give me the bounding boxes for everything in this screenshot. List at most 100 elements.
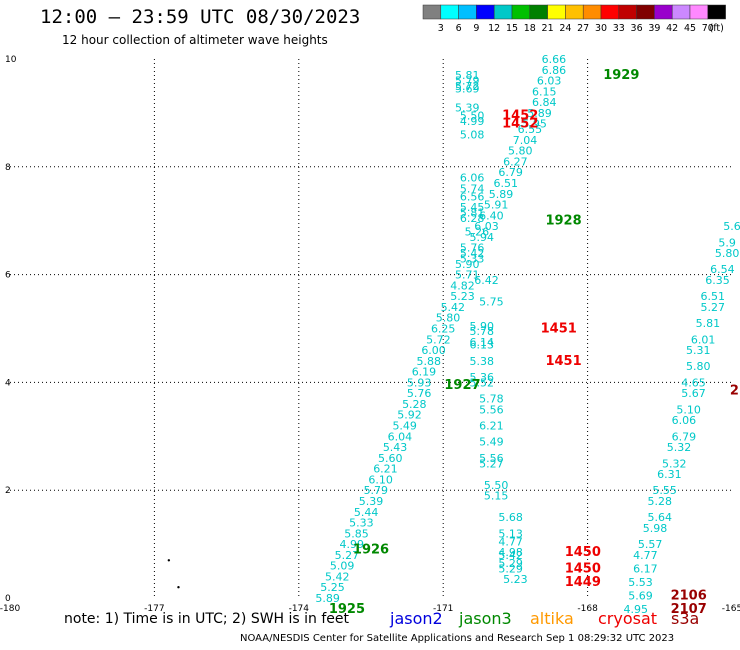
- data-point-label: 5.80: [686, 360, 711, 373]
- data-point-label: 6.54: [710, 263, 735, 276]
- data-point-label: 6.21: [479, 420, 504, 433]
- data-point-label: 5.79: [455, 75, 480, 88]
- data-point-label: 6.28: [460, 212, 485, 225]
- data-point-label: 5.28: [648, 495, 673, 508]
- data-point-label: 5.72: [455, 80, 480, 93]
- time-annotation: 2107: [671, 602, 707, 617]
- data-point-label: 5.31: [686, 344, 711, 357]
- x-tick-label: -174: [289, 604, 310, 614]
- x-tick-label: -180: [0, 604, 20, 614]
- time-annotation: 2: [730, 383, 739, 398]
- data-point-label: 5.26: [465, 225, 490, 238]
- color-scale-label: 36: [631, 23, 643, 34]
- data-point-label: 5.76: [460, 242, 485, 255]
- data-point-label: 5.50: [484, 479, 509, 492]
- color-swatch: [547, 4, 566, 20]
- data-point-label: 5.64: [648, 511, 673, 524]
- data-point-label: 5.78: [469, 325, 494, 338]
- data-point-label: 5.94: [469, 231, 494, 244]
- data-point-label: 4.98: [498, 546, 523, 559]
- data-point-label: 5.42: [325, 570, 350, 583]
- data-point-label: 6.25: [431, 323, 456, 336]
- time-annotation: 1925: [329, 602, 365, 617]
- time-annotation: 1928: [545, 214, 581, 229]
- y-tick-label: 2: [5, 486, 11, 496]
- y-tick-label: 8: [5, 163, 11, 173]
- data-point-label: 6.10: [368, 473, 393, 486]
- data-point-label: 6.13: [469, 339, 494, 352]
- data-point-label: 6.04: [388, 430, 413, 443]
- data-point-label: 4.99: [460, 115, 485, 128]
- point-marker: [167, 559, 171, 562]
- data-point-label: 5.57: [638, 538, 663, 551]
- data-point-label: 5.23: [503, 573, 528, 586]
- data-point-label: 5.13: [498, 527, 523, 540]
- time-annotation: 2106: [671, 588, 707, 603]
- time-annotation: 1926: [353, 542, 389, 557]
- data-point-label: 5.32: [662, 457, 687, 470]
- color-scale-label: 9: [473, 23, 479, 34]
- data-point-label: 5.85: [344, 527, 369, 540]
- data-point-label: 5.08: [460, 128, 485, 141]
- data-point-label: 5.55: [652, 484, 677, 497]
- color-scale-label: 15: [506, 23, 518, 34]
- data-point-label: 5.56: [479, 403, 504, 416]
- color-scale-label: 18: [524, 23, 536, 34]
- y-tick-label: 4: [5, 378, 11, 388]
- color-scale-label: 30: [595, 23, 607, 34]
- data-point-label: 5.42: [460, 247, 485, 260]
- data-point-label: 6.17: [633, 562, 658, 575]
- data-point-label: 6.03: [474, 220, 499, 233]
- satellite-label-jason2: jason2: [390, 609, 443, 628]
- data-point-label: 5.9: [718, 236, 736, 249]
- color-swatch: [529, 4, 548, 20]
- color-swatch: [618, 4, 637, 20]
- color-swatch: [493, 4, 513, 20]
- data-point-label: 5.29: [498, 562, 523, 575]
- data-point-label: 6.55: [518, 123, 543, 136]
- data-point-label: 5.78: [479, 393, 504, 406]
- data-point-label: 5.56: [479, 452, 504, 465]
- data-point-label: 5.33: [349, 517, 374, 530]
- color-scale-label: 12: [488, 23, 500, 34]
- grid-lines: [10, 59, 732, 598]
- data-point-label: 5.81: [460, 207, 485, 220]
- x-tick-label: -177: [144, 604, 164, 614]
- data-point-label: 5.81: [696, 317, 721, 330]
- satellite-label-cryosat: cryosat: [598, 609, 658, 628]
- data-point-label: 5.79: [364, 484, 389, 497]
- chart-subtitle: 12 hour collection of altimeter wave hei…: [62, 33, 328, 47]
- data-point-label: 6.19: [412, 366, 437, 379]
- data-point-label: 5.39: [359, 495, 384, 508]
- data-point-label: 6.06: [672, 414, 697, 427]
- data-point-label: 5.52: [469, 376, 494, 389]
- data-point-label: 6.35: [705, 274, 730, 287]
- data-point-label: 5.75: [479, 296, 504, 309]
- color-scale-label: 6: [456, 23, 462, 34]
- chart-title: 12:00 – 23:59 UTC 08/30/2023: [40, 6, 361, 28]
- time-annotation: 1452: [502, 117, 538, 132]
- color-scale-label: 3: [438, 23, 444, 34]
- data-point-label: 5.72: [426, 333, 451, 346]
- data-point-label: 5.53: [628, 576, 653, 589]
- data-point-label: 5.39: [455, 102, 480, 115]
- data-point-label: 4.77: [498, 535, 523, 548]
- data-point-label: 5.91: [484, 199, 509, 212]
- data-point-label: 5.60: [378, 452, 403, 465]
- data-point-label: 6.00: [421, 344, 446, 357]
- data-point-label: 5.27: [479, 457, 504, 470]
- data-point-label: 5.90: [455, 258, 480, 271]
- data-point-label: 6.86: [542, 64, 567, 77]
- data-point-label: 4.77: [633, 549, 658, 562]
- satellite-label-s3a: s3a: [671, 609, 700, 628]
- data-point-label: 6.79: [498, 166, 523, 179]
- data-point-label: 6.31: [657, 468, 682, 481]
- color-scale-label: 45: [684, 23, 696, 34]
- data-point-label: 5.27: [335, 549, 360, 562]
- x-tick-label: -171: [433, 604, 453, 614]
- data-point-label: 5.29: [498, 557, 523, 570]
- data-points: 5.815.795.725.695.395.504.995.086.666.86…: [315, 53, 740, 616]
- data-point-label: 7.04: [513, 134, 538, 147]
- data-point-label: 6.01: [691, 333, 716, 346]
